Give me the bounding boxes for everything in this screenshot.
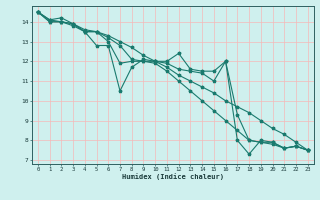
- X-axis label: Humidex (Indice chaleur): Humidex (Indice chaleur): [122, 173, 224, 180]
